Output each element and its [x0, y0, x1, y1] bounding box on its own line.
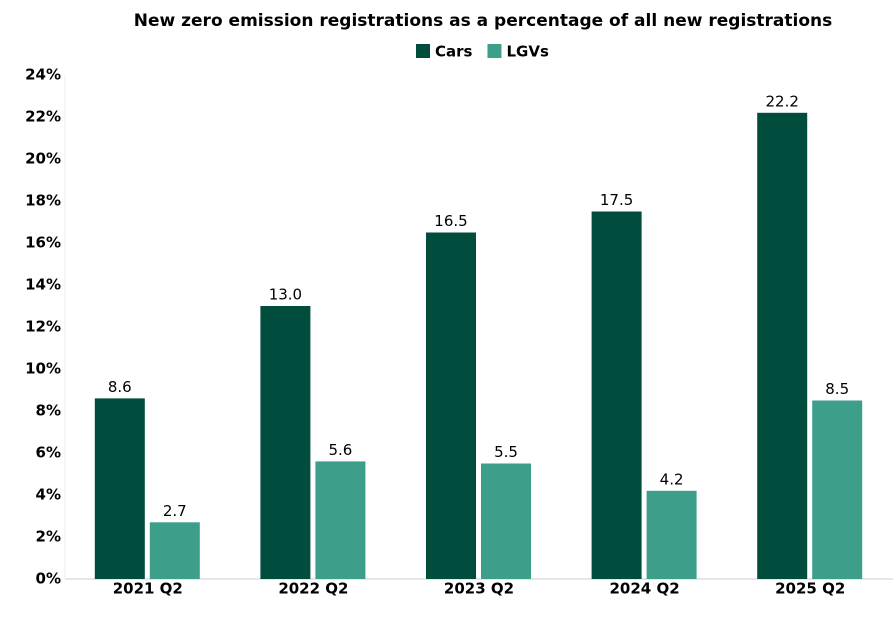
data-label: 8.6: [108, 378, 132, 396]
y-tick-label: 6%: [36, 444, 61, 462]
legend-swatch: [487, 44, 502, 58]
data-label: 13.0: [269, 286, 302, 304]
bar: [591, 211, 642, 579]
legend-label: Cars: [435, 43, 473, 61]
y-tick-label: 22%: [25, 108, 61, 126]
data-label: 2.7: [163, 502, 187, 520]
x-tick-label: 2024 Q2: [610, 580, 680, 598]
y-tick-label: 16%: [25, 234, 61, 252]
y-tick-label: 20%: [25, 150, 61, 168]
y-tick-label: 0%: [36, 570, 61, 588]
y-tick-label: 24%: [25, 66, 61, 84]
bar: [646, 490, 697, 579]
bar: [315, 461, 366, 579]
y-tick-label: 4%: [36, 486, 61, 504]
y-tick-label: 14%: [25, 276, 61, 294]
data-label: 16.5: [434, 212, 467, 230]
x-tick-label: 2021 Q2: [113, 580, 183, 598]
bar: [812, 400, 863, 579]
x-tick-label: 2023 Q2: [444, 580, 514, 598]
bar: [260, 306, 311, 579]
chart-title: New zero emission registrations as a per…: [134, 11, 832, 31]
bar: [149, 522, 200, 579]
data-label: 5.6: [328, 441, 352, 459]
legend-swatch: [416, 44, 430, 58]
data-label: 8.5: [825, 380, 849, 398]
data-label: 22.2: [765, 92, 798, 110]
bar: [757, 112, 808, 580]
data-label: 17.5: [600, 191, 633, 209]
x-tick-label: 2025 Q2: [775, 580, 845, 598]
bar: [94, 398, 145, 579]
y-tick-label: 2%: [36, 528, 61, 546]
y-tick-label: 10%: [25, 360, 61, 378]
y-tick-label: 12%: [25, 318, 61, 336]
y-tick-label: 18%: [25, 192, 61, 210]
data-label: 5.5: [494, 443, 518, 461]
data-label: 4.2: [660, 470, 684, 488]
x-tick-label: 2022 Q2: [278, 580, 348, 598]
bar: [426, 232, 476, 579]
y-tick-label: 8%: [36, 402, 61, 420]
legend-label: LGVs: [506, 43, 548, 61]
bar: [481, 463, 531, 579]
